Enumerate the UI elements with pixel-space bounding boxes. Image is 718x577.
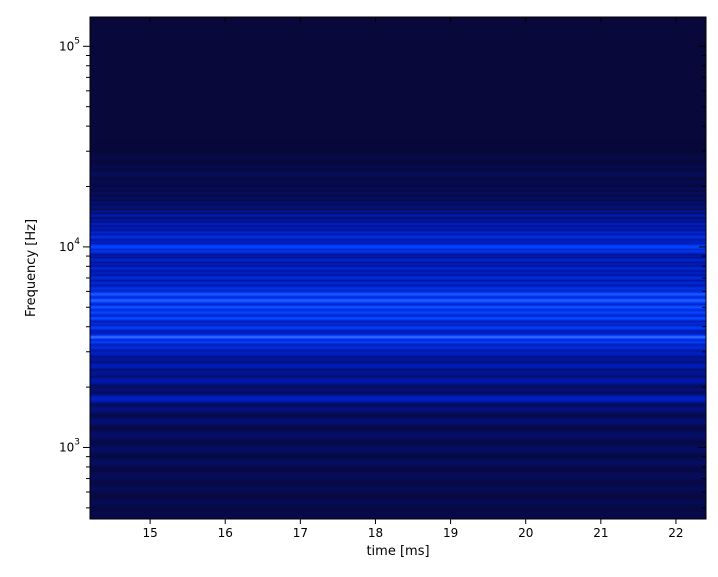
x-axis-label: time [ms] [366,544,429,559]
y-tick-label: 103 [59,437,80,454]
x-tick-label: 16 [218,526,233,540]
x-tick-label: 19 [443,526,458,540]
x-tick-label: 20 [518,526,533,540]
x-tick-label: 17 [293,526,308,540]
x-tick-label: 22 [668,526,683,540]
x-tick-label: 15 [142,526,157,540]
x-tick-label: 21 [593,526,608,540]
spectrogram-chart: 15 16 17 18 19 20 21 22 time [ms] 103 104 105 Freque… [0,0,718,577]
y-axis-label: Frequency [Hz] [24,219,39,317]
y-tick-label: 105 [59,36,80,53]
y-tick-label: 104 [59,236,80,253]
heatmap-area [90,17,706,520]
x-tick-label: 18 [368,526,383,540]
